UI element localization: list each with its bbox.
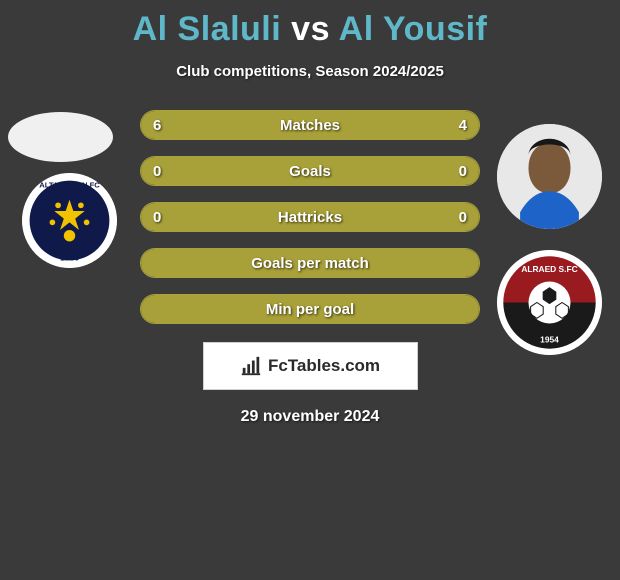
club-left-crest-icon: ALTAAWOUN FC 1956: [22, 173, 117, 268]
stat-label: Hattricks: [141, 203, 479, 231]
stat-label: Matches: [141, 111, 479, 139]
player-right-name: Al Yousif: [339, 10, 488, 48]
player-left-name: Al Slaluli: [133, 10, 282, 48]
club-left-badge: ALTAAWOUN FC 1956: [22, 173, 117, 268]
player-left-avatar: [8, 112, 113, 162]
subtitle: Club competitions, Season 2024/2025: [0, 63, 620, 80]
stat-bar: Min per goal: [140, 294, 480, 324]
comparison-title: Al Slaluli vs Al Yousif: [0, 0, 620, 49]
player-silhouette-icon: [497, 124, 602, 229]
title-vs: vs: [291, 10, 330, 48]
stat-bar: 64Matches: [140, 110, 480, 140]
stat-bar: 00Goals: [140, 156, 480, 186]
stat-label: Goals: [141, 157, 479, 185]
club-right-badge: ALRAED S.FC 1954: [497, 250, 602, 355]
stat-label: Goals per match: [141, 249, 479, 277]
bar-chart-icon: [240, 355, 262, 377]
club-left-name-text: ALTAAWOUN FC: [39, 180, 100, 189]
date-stamp: 29 november 2024: [0, 408, 620, 426]
player-right-avatar: [497, 124, 602, 229]
brand-text: FcTables.com: [268, 356, 380, 376]
stat-bar: 00Hattricks: [140, 202, 480, 232]
brand-box: FcTables.com: [203, 342, 418, 390]
club-left-year-text: 1956: [60, 252, 79, 262]
club-right-year-text: 1954: [540, 334, 559, 344]
stat-bar: Goals per match: [140, 248, 480, 278]
club-right-name-text: ALRAED S.FC: [521, 264, 577, 274]
club-right-crest-icon: ALRAED S.FC 1954: [497, 250, 602, 355]
stat-label: Min per goal: [141, 295, 479, 323]
